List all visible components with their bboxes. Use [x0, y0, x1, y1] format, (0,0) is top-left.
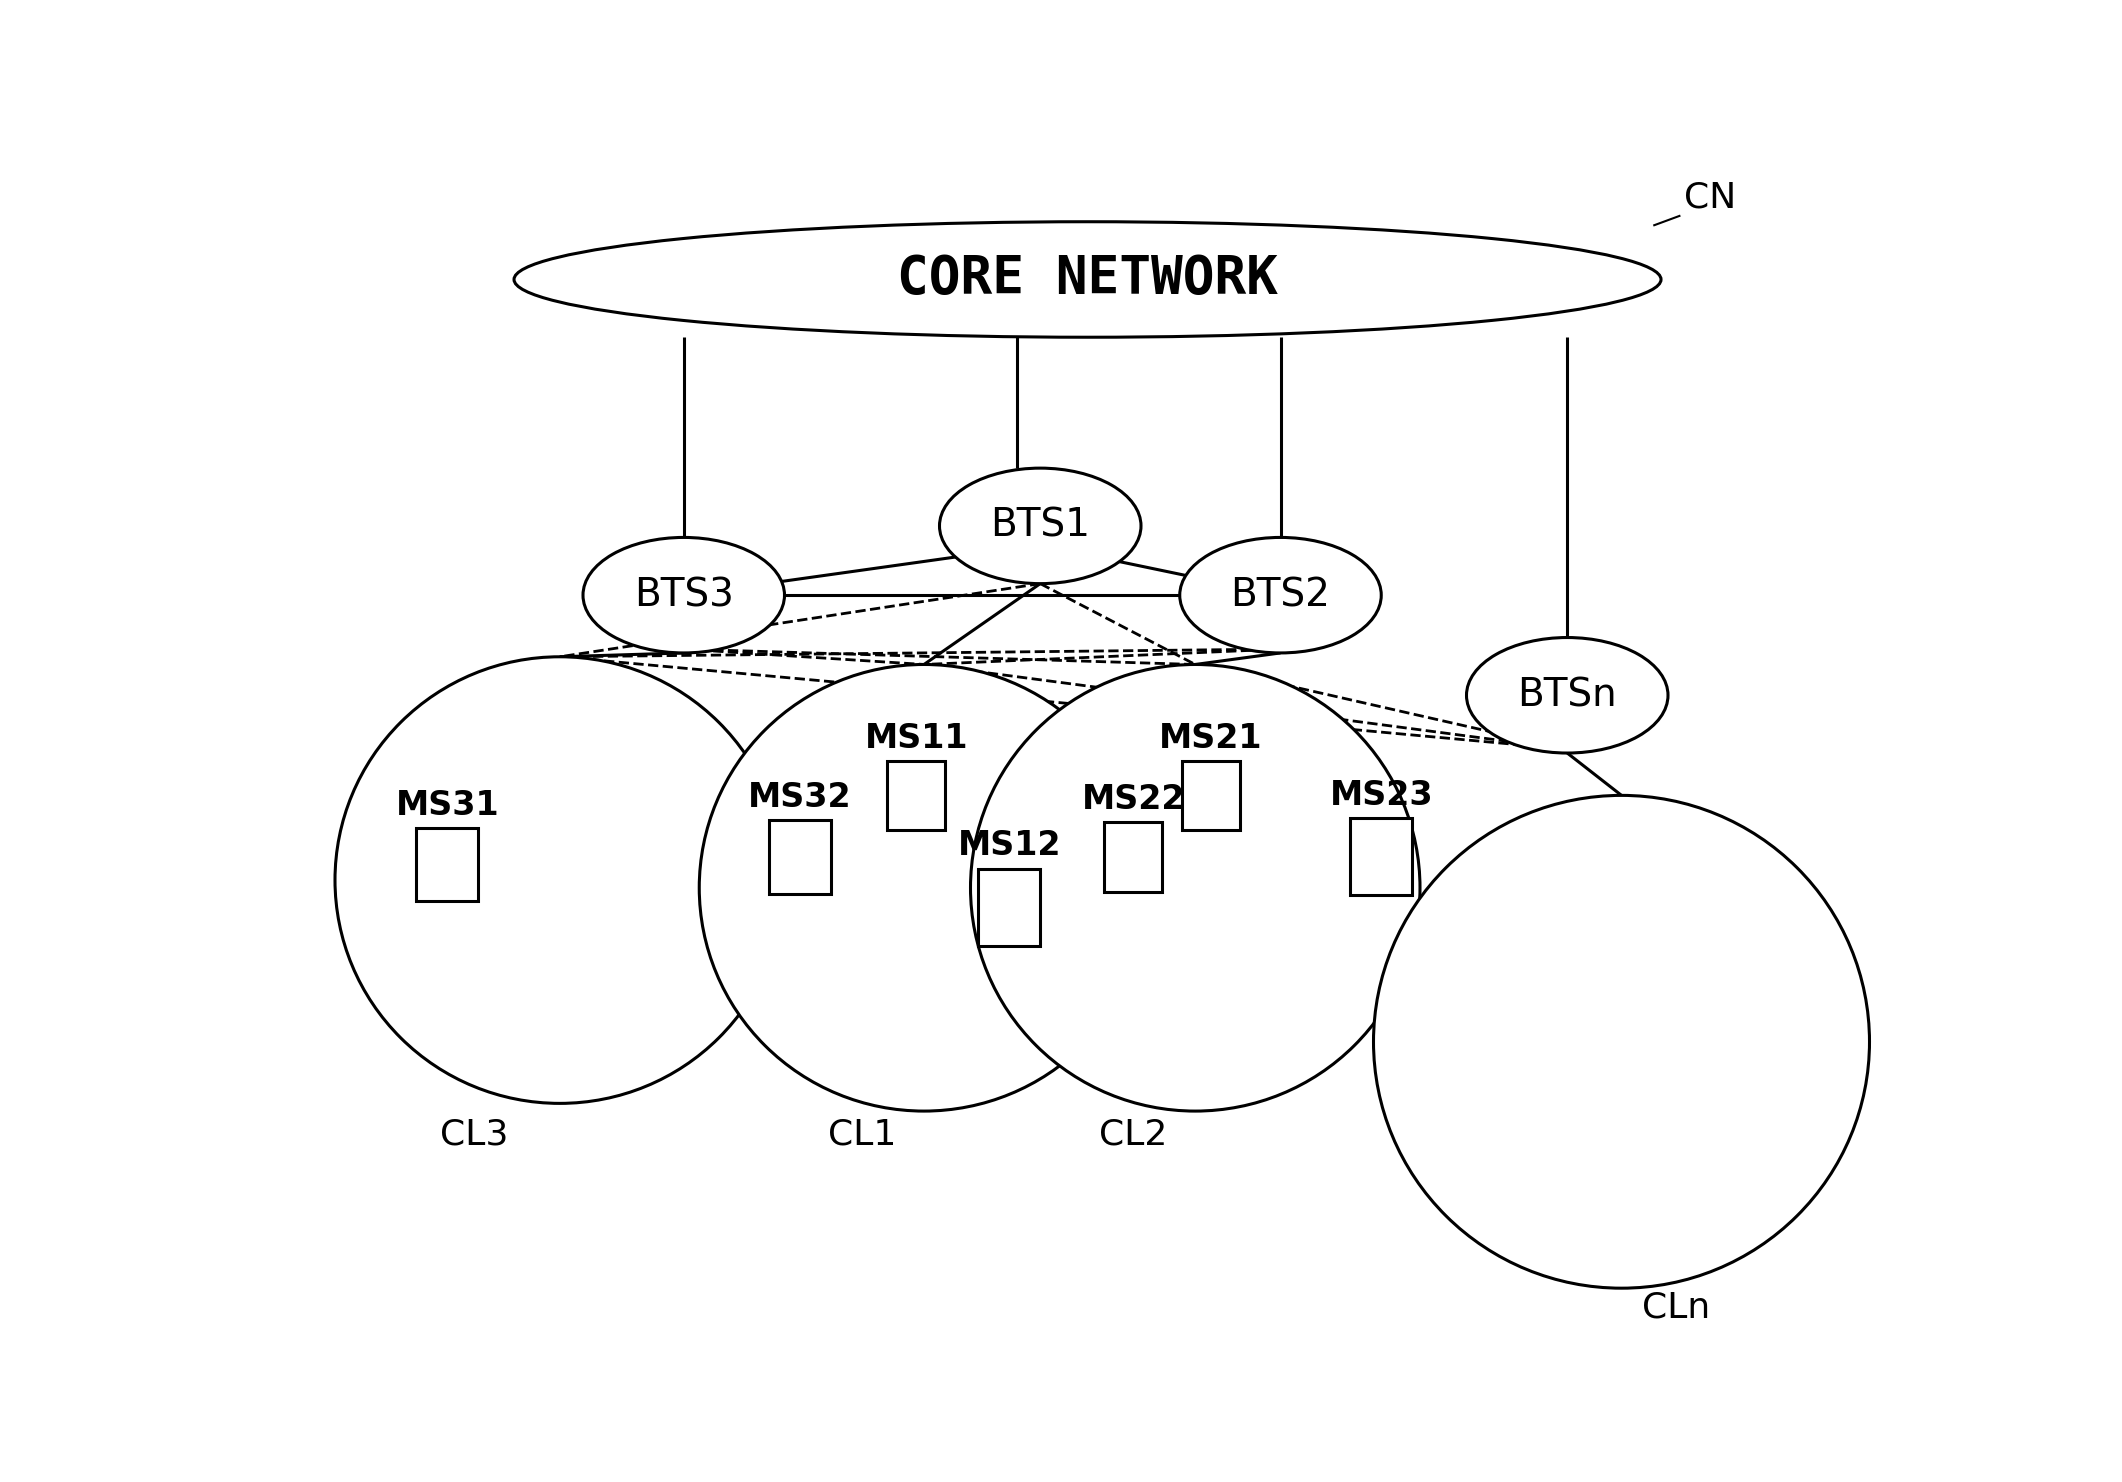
Bar: [1350, 818, 1413, 895]
Text: MS21: MS21: [1159, 722, 1263, 754]
Bar: [768, 821, 832, 894]
Ellipse shape: [1373, 796, 1869, 1288]
Ellipse shape: [335, 657, 785, 1104]
Ellipse shape: [1180, 538, 1381, 654]
Text: BTS2: BTS2: [1231, 576, 1330, 614]
Bar: [887, 760, 944, 830]
Ellipse shape: [700, 664, 1148, 1112]
Text: MS12: MS12: [957, 830, 1061, 863]
Text: MS23: MS23: [1330, 780, 1432, 812]
Ellipse shape: [940, 468, 1142, 584]
Ellipse shape: [514, 222, 1662, 338]
Bar: [1182, 760, 1239, 830]
Text: MS22: MS22: [1082, 782, 1184, 817]
Ellipse shape: [1466, 637, 1668, 753]
Text: CL1: CL1: [828, 1117, 895, 1152]
Ellipse shape: [584, 538, 785, 654]
Text: CORE NETWORK: CORE NETWORK: [898, 253, 1277, 305]
Text: BTSn: BTSn: [1517, 676, 1617, 714]
Text: MS31: MS31: [395, 788, 499, 823]
Bar: [1103, 823, 1163, 892]
Text: CN: CN: [1685, 179, 1736, 213]
Text: CLn: CLn: [1642, 1291, 1710, 1325]
Text: CL3: CL3: [439, 1117, 509, 1152]
Ellipse shape: [970, 664, 1420, 1112]
Text: MS11: MS11: [864, 722, 968, 754]
Text: BTS1: BTS1: [991, 507, 1091, 545]
Text: BTS3: BTS3: [634, 576, 734, 614]
Bar: [416, 828, 477, 901]
Text: CL2: CL2: [1099, 1117, 1167, 1152]
Bar: [978, 868, 1040, 946]
Text: MS32: MS32: [749, 781, 851, 814]
